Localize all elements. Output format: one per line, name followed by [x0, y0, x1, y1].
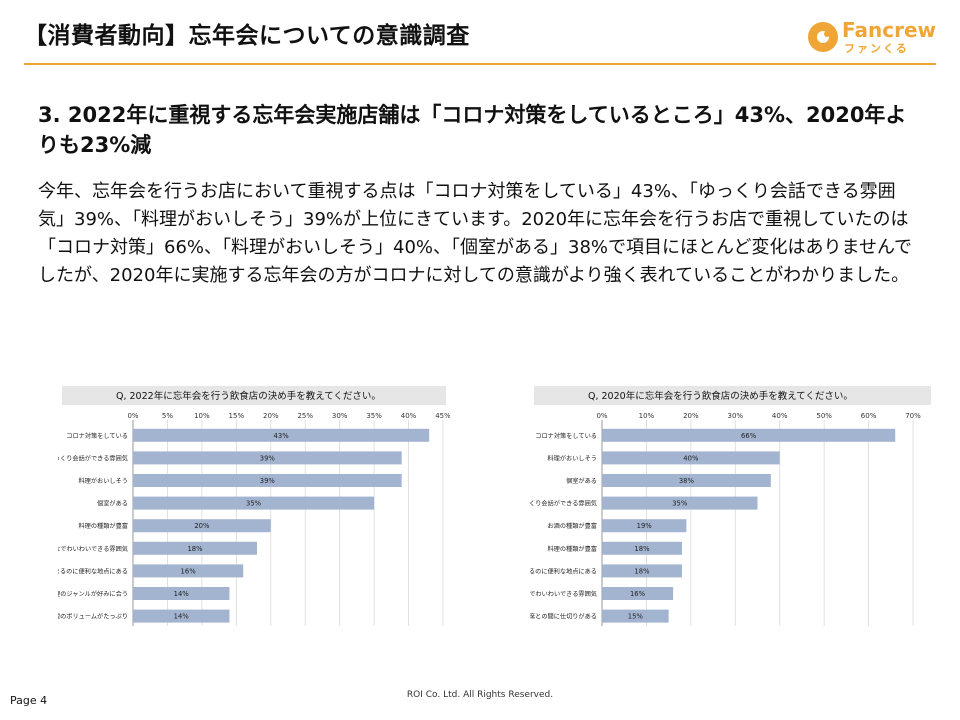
logo-subtext: ファンくる — [844, 42, 909, 55]
header-title: 【消費者動向】忘年会についての意識調査 — [24, 23, 470, 49]
bar — [133, 496, 375, 510]
data-label: 39% — [260, 477, 276, 485]
x-tick-label: 10% — [194, 412, 210, 420]
x-tick-label: 45% — [435, 412, 450, 420]
category-label: コロナ対策をしている — [535, 432, 597, 440]
x-tick-label: 30% — [728, 412, 744, 420]
bar — [133, 428, 430, 442]
data-label: 15% — [628, 613, 644, 621]
category-label: 料理がおいしそう — [548, 454, 598, 462]
category-label: 料理のボリュームがたっぷり — [58, 613, 128, 621]
x-tick-label: 0% — [596, 412, 607, 420]
bar — [602, 451, 780, 465]
chart-title: Q, 2022年に忘年会を行う飲食店の決め手を教えてください。 — [116, 390, 381, 402]
x-tick-label: 60% — [861, 412, 877, 420]
data-label: 35% — [246, 500, 262, 508]
category-label: みんなでわいわいできる雰囲気 — [530, 590, 597, 598]
category-label: みんなが集まるのに便利な地点にある — [58, 567, 128, 575]
body-paragraph: 今年、忘年会を行うお店において重視する点は「コロナ対策をしている」43%、「ゆっ… — [38, 181, 913, 286]
category-label: 個室がある — [566, 477, 597, 485]
fancrew-logo-mark-icon — [808, 22, 838, 52]
x-tick-label: 35% — [366, 412, 382, 420]
data-label: 35% — [672, 500, 688, 508]
category-label: お酒の種類が豊富 — [548, 522, 598, 530]
x-tick-label: 20% — [263, 412, 279, 420]
bar — [602, 541, 682, 555]
x-tick-label: 40% — [401, 412, 417, 420]
page-number: Page 4 — [10, 694, 48, 707]
copyright: ROI Co. Ltd. All Rights Reserved. — [406, 690, 554, 700]
category-label: コロナ対策をしている — [66, 432, 128, 440]
bar — [133, 587, 230, 600]
data-label: 14% — [174, 590, 190, 598]
bar — [602, 564, 682, 578]
data-label: 43% — [274, 432, 290, 440]
category-label: 隣の席との間に仕切りがある — [530, 613, 597, 621]
x-tick-label: 20% — [683, 412, 699, 420]
bar — [602, 609, 669, 623]
bar — [602, 519, 687, 533]
category-label: ゆっくり会話ができる雰囲気 — [58, 454, 128, 462]
category-label: みんなが集まるのに便利な地点にある — [530, 567, 597, 575]
category-label: 料理のジャンルが好みに合う — [58, 590, 128, 598]
logo-text: Fancrew — [842, 18, 936, 42]
bar — [133, 609, 230, 623]
chart-svg: Q, 2020年に忘年会を行う飲食店の決め手を教えてください。 0% 10% 20% 3… — [530, 386, 931, 626]
chart-svg: Q, 2022年に忘年会を行う飲食店の決め手を教えてください。 0% 5% 10% 15… — [58, 386, 450, 626]
x-tick-label: 15% — [229, 412, 245, 420]
category-label: 料理の種類が豊富 — [548, 545, 598, 553]
bar — [133, 564, 244, 578]
data-label: 18% — [634, 567, 650, 575]
x-tick-label: 70% — [905, 412, 921, 420]
bar — [133, 541, 257, 555]
category-label: みんなでわいわいできる雰囲気 — [58, 545, 128, 553]
bar — [602, 587, 674, 600]
bar — [133, 519, 271, 533]
data-label: 40% — [683, 454, 699, 462]
data-label: 38% — [679, 477, 695, 485]
data-label: 66% — [741, 432, 757, 440]
chart-title: Q, 2020年に忘年会を行う飲食店の決め手を教えてください。 — [588, 390, 853, 402]
x-tick-label: 30% — [332, 412, 348, 420]
data-label: 16% — [630, 590, 646, 598]
data-label: 18% — [187, 545, 203, 553]
x-tick-label: 25% — [297, 412, 313, 420]
data-label: 16% — [181, 567, 197, 575]
category-label: 料理の種類が豊富 — [79, 522, 129, 530]
fancrew-logo: Fancrew ファンくる — [806, 18, 936, 58]
header-rule — [24, 63, 936, 65]
x-tick-label: 0% — [127, 412, 138, 420]
data-label: 19% — [637, 522, 653, 530]
category-label: 料理がおいしそう — [79, 477, 129, 485]
x-tick-label: 50% — [816, 412, 832, 420]
chart-title-bar — [62, 386, 446, 405]
x-tick-label: 10% — [639, 412, 655, 420]
x-tick-label: 5% — [162, 412, 173, 420]
category-label: ゆっくり会話ができる雰囲気 — [530, 500, 597, 508]
category-label: 個室がある — [97, 500, 128, 508]
bar — [133, 451, 402, 465]
section-heading: 3. 2022年に重視する忘年会実施店舗は「コロナ対策をしているところ」43%、… — [38, 103, 907, 157]
data-label: 18% — [634, 545, 650, 553]
chart-2020: Q, 2020年に忘年会を行う飲食店の決め手を教えてください。 0% 10% 20% 3… — [530, 386, 935, 626]
bar — [602, 428, 896, 442]
data-label: 39% — [260, 454, 276, 462]
data-label: 20% — [194, 522, 210, 530]
chart-2022: Q, 2022年に忘年会を行う飲食店の決め手を教えてください。 0% 5% 10% 15… — [58, 386, 450, 626]
bar — [602, 496, 758, 510]
data-label: 14% — [174, 613, 190, 621]
bar — [602, 474, 771, 487]
x-tick-label: 40% — [772, 412, 788, 420]
bar — [133, 474, 402, 487]
chart-title-bar — [534, 386, 931, 405]
